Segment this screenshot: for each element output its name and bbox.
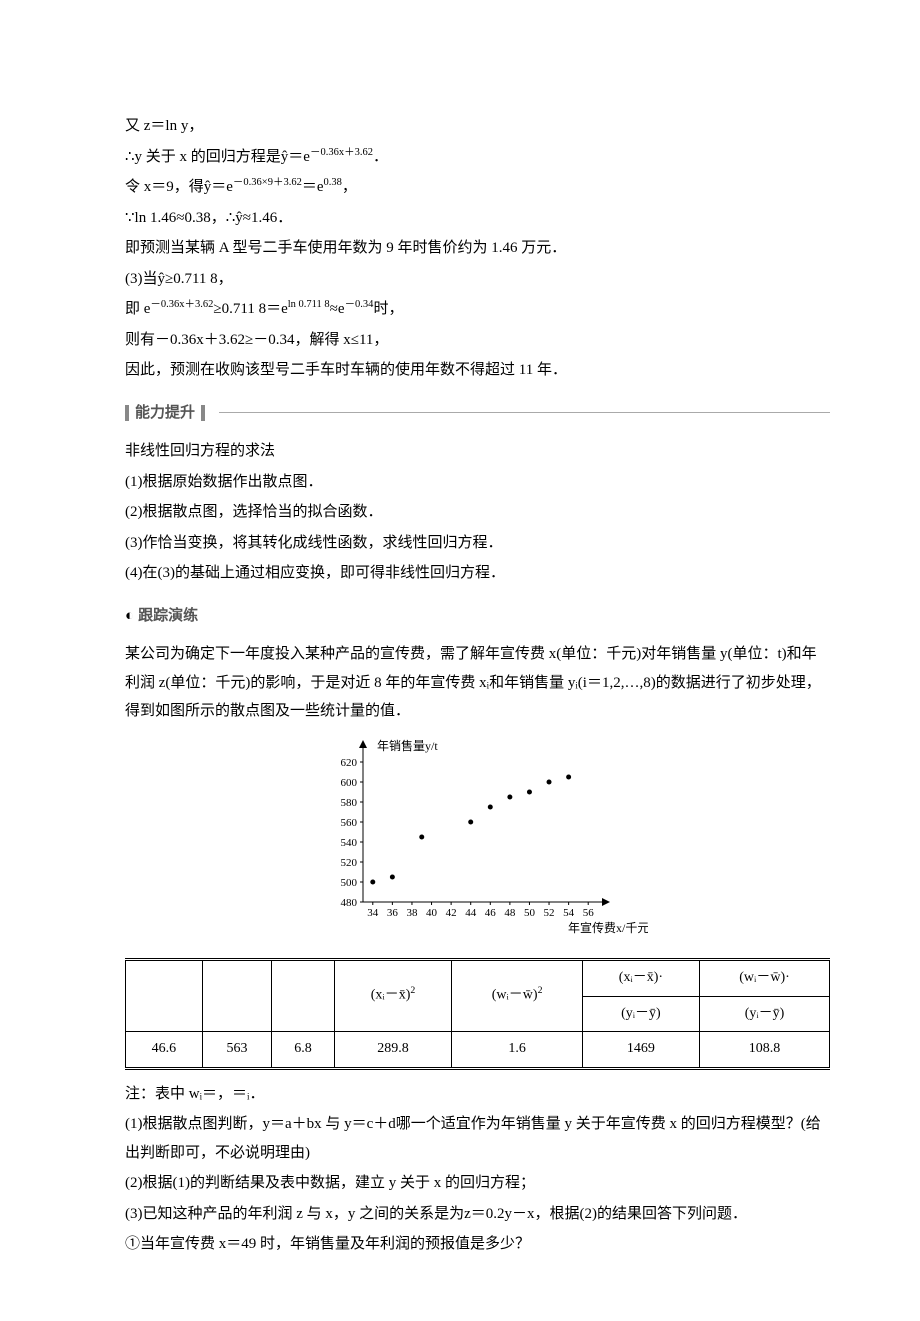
text-line: (2)根据散点图，选择恰当的拟合函数． xyxy=(125,498,830,527)
fragment: ∴y 关于 x 的回归方程是ŷ＝e xyxy=(125,149,310,165)
superscript: 0.38 xyxy=(324,177,342,188)
superscript: 2 xyxy=(410,985,415,996)
fragment: 时， xyxy=(373,301,403,317)
fragment: 即 e xyxy=(125,301,150,317)
section-header-practice: ◐ 跟踪演练 xyxy=(125,602,830,631)
text-line: (3)作恰当变换，将其转化成线性函数，求线性回归方程． xyxy=(125,529,830,558)
text-line: (2)根据(1)的判断结果及表中数据，建立 y 关于 x 的回归方程； xyxy=(125,1169,830,1198)
table-cell xyxy=(272,960,334,1032)
table-cell: (wᵢ－w̄)· xyxy=(700,960,830,997)
svg-text:年销售量y/t: 年销售量y/t xyxy=(377,738,438,753)
text-line: (3)已知这种产品的年利润 z 与 x，y 之间的关系是为z＝0.2y－x，根据… xyxy=(125,1200,830,1229)
table-cell: 289.8 xyxy=(334,1032,452,1069)
table-cell: (wᵢ－w̄)2 xyxy=(452,960,582,1032)
svg-text:52: 52 xyxy=(543,907,554,919)
text-line: 即 e－0.36x＋3.62≥0.711 8＝eln 0.711 8≈e－0.3… xyxy=(125,295,830,324)
text-line: 又 z＝ln y， xyxy=(125,112,830,141)
table-cell: 1.6 xyxy=(452,1032,582,1069)
superscript: －0.36x＋3.62 xyxy=(310,147,373,158)
table-cell: (yᵢ－ȳ) xyxy=(582,996,699,1032)
svg-text:480: 480 xyxy=(340,897,357,909)
table-row: 46.6 563 6.8 289.8 1.6 1469 108.8 xyxy=(126,1032,830,1069)
fragment: ≈e xyxy=(330,301,345,317)
section-title: 能力提升 xyxy=(135,399,195,428)
section-header-ability: 能力提升 xyxy=(125,399,830,428)
table-cell: 46.6 xyxy=(126,1032,203,1069)
svg-text:年宣传费x/千元: 年宣传费x/千元 xyxy=(568,920,648,934)
text-line: 注：表中 wᵢ＝，＝ᵢ． xyxy=(125,1080,830,1109)
svg-text:42: 42 xyxy=(445,907,456,919)
text-line: (1)根据散点图判断，y＝a＋bx 与 y＝c＋d哪一个适宜作为年销售量 y 关… xyxy=(125,1110,830,1167)
superscript: ln 0.711 8 xyxy=(288,299,330,310)
table-cell: 108.8 xyxy=(700,1032,830,1069)
superscript: 2 xyxy=(538,985,543,996)
bar-icon xyxy=(125,405,129,421)
svg-text:36: 36 xyxy=(386,907,398,919)
text-line: ①当年宣传费 x＝49 时，年销售量及年利润的预报值是多少？ xyxy=(125,1230,830,1259)
superscript: －0.34 xyxy=(345,299,374,310)
fragment: (wᵢ－w̄) xyxy=(492,988,538,1003)
table-cell: (xᵢ－x̄)2 xyxy=(334,960,452,1032)
superscript: －0.36×9＋3.62 xyxy=(233,177,302,188)
text-line: (4)在(3)的基础上通过相应变换，即可得非线性回归方程． xyxy=(125,559,830,588)
table-cell xyxy=(202,960,272,1032)
scatter-chart: 480 500 520 540 560 580 600 620 34 36 38 40 42 44 46 48… xyxy=(125,734,830,945)
svg-text:40: 40 xyxy=(426,907,438,919)
superscript: －0.36x＋3.62 xyxy=(150,299,213,310)
text-line: 即预测当某辆 A 型号二手车使用年数为 9 年时售价约为 1.46 万元． xyxy=(125,234,830,263)
text-line: 令 x＝9，得ŷ＝e－0.36×9＋3.62＝e0.38， xyxy=(125,173,830,202)
svg-text:50: 50 xyxy=(523,907,535,919)
text-line: (3)当ŷ≥0.711 8， xyxy=(125,265,830,294)
svg-text:500: 500 xyxy=(340,877,357,889)
svg-text:520: 520 xyxy=(340,857,357,869)
table-cell: 563 xyxy=(202,1032,272,1069)
svg-text:54: 54 xyxy=(563,907,575,919)
stats-table: (xᵢ－x̄)2 (wᵢ－w̄)2 (xᵢ－x̄)· (wᵢ－w̄)· (yᵢ－… xyxy=(125,958,830,1070)
svg-text:56: 56 xyxy=(582,907,594,919)
svg-text:46: 46 xyxy=(484,907,496,919)
text-line: 某公司为确定下一年度投入某种产品的宣传费，需了解年宣传费 x(单位：千元)对年销… xyxy=(125,640,830,726)
bar-icon xyxy=(201,405,205,421)
fragment: ， xyxy=(342,179,357,195)
text-line: ∴y 关于 x 的回归方程是ŷ＝e－0.36x＋3.62． xyxy=(125,143,830,172)
svg-text:560: 560 xyxy=(340,817,357,829)
table-row: (xᵢ－x̄)2 (wᵢ－w̄)2 (xᵢ－x̄)· (wᵢ－w̄)· xyxy=(126,960,830,997)
fragment: ＝e xyxy=(302,179,324,195)
text-line: 则有－0.36x＋3.62≥－0.34，解得 x≤11， xyxy=(125,326,830,355)
text-line: (1)根据原始数据作出散点图． xyxy=(125,468,830,497)
hr-line xyxy=(219,412,830,413)
svg-text:600: 600 xyxy=(340,777,357,789)
svg-text:34: 34 xyxy=(367,907,379,919)
svg-text:620: 620 xyxy=(340,757,357,769)
scatter-svg: 480 500 520 540 560 580 600 620 34 36 38 40 42 44 46 48… xyxy=(308,734,648,934)
text-line: 非线性回归方程的求法 xyxy=(125,437,830,466)
fragment: 令 x＝9，得ŷ＝e xyxy=(125,179,233,195)
fragment: ≥0.711 8＝e xyxy=(213,301,287,317)
text-line: ∵ln 1.46≈0.38，∴ŷ≈1.46． xyxy=(125,204,830,233)
section-title: 跟踪演练 xyxy=(138,602,198,631)
svg-text:580: 580 xyxy=(340,797,357,809)
table-cell: (yᵢ－ȳ) xyxy=(700,996,830,1032)
svg-text:38: 38 xyxy=(406,907,418,919)
table-cell: 6.8 xyxy=(272,1032,334,1069)
table-cell: (xᵢ－x̄)· xyxy=(582,960,699,997)
bullet-icon: ◐ xyxy=(125,602,134,631)
fragment: (xᵢ－x̄) xyxy=(371,988,411,1003)
fragment: ． xyxy=(373,149,388,165)
table-cell xyxy=(126,960,203,1032)
svg-text:48: 48 xyxy=(504,907,516,919)
svg-text:540: 540 xyxy=(340,837,357,849)
svg-text:44: 44 xyxy=(465,907,477,919)
table-cell: 1469 xyxy=(582,1032,699,1069)
text-line: 因此，预测在收购该型号二手车时车辆的使用年数不得超过 11 年． xyxy=(125,356,830,385)
